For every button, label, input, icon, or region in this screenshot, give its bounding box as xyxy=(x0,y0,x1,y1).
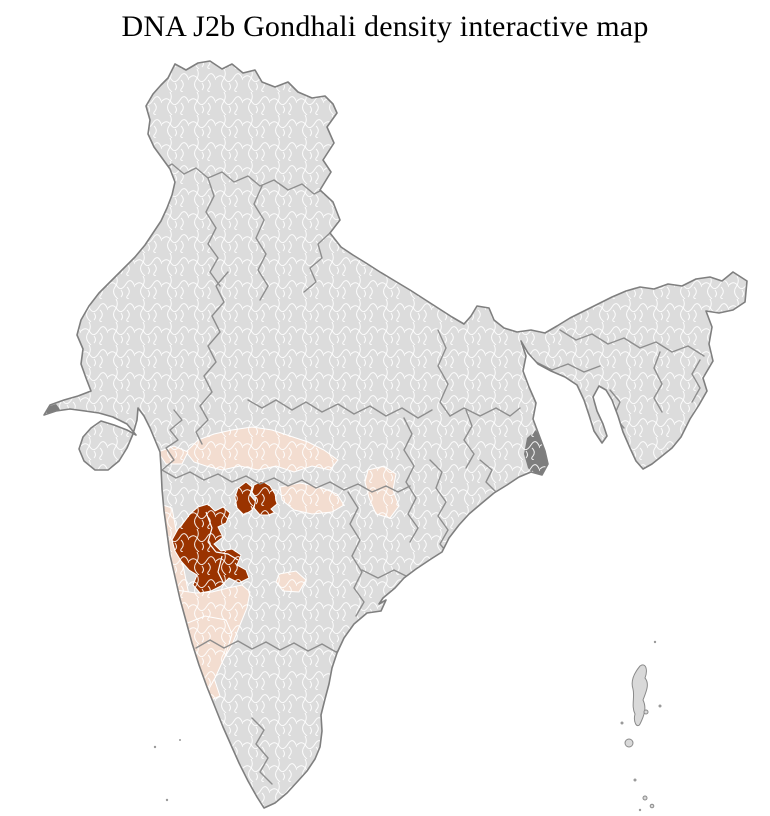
district-borders-texture xyxy=(44,61,747,808)
page-title: DNA J2b Gondhali density interactive map xyxy=(121,10,649,43)
state-borders xyxy=(149,159,705,785)
lakshadweep-islands[interactable] xyxy=(153,739,181,802)
andaman-nicobar-islands[interactable] xyxy=(620,640,662,812)
india-map[interactable] xyxy=(30,55,760,815)
